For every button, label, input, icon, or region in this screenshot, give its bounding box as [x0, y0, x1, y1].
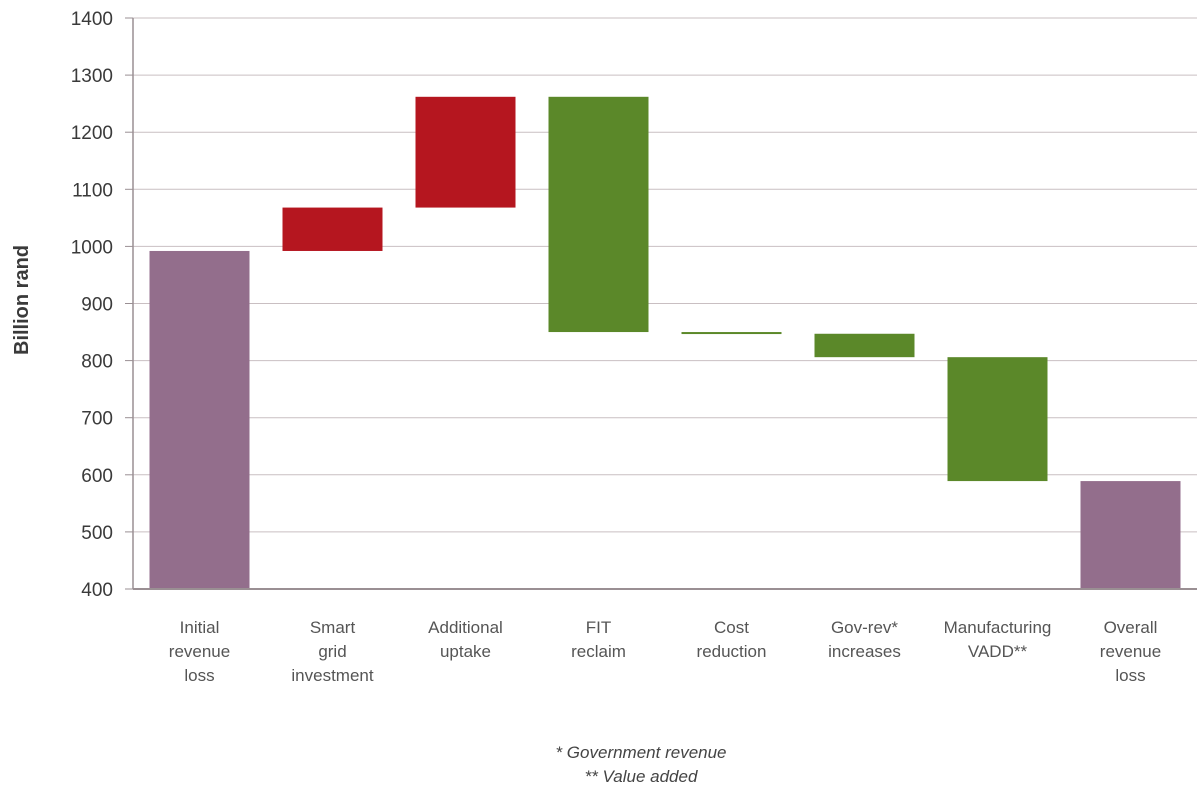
y-tick-label: 1000 [71, 237, 113, 258]
y-tick-label: 1300 [71, 66, 113, 87]
bar-overall-revenue-loss [1080, 481, 1181, 589]
x-category-label: revenue [169, 642, 230, 661]
footnote-value-added: ** Value added [585, 767, 698, 785]
x-category-label: Gov-rev* [831, 618, 898, 637]
y-tick-label: 700 [81, 409, 113, 430]
bar-smart-grid-investment [282, 207, 383, 251]
y-tick-label: 1100 [72, 180, 113, 201]
y-tick-label: 600 [81, 466, 113, 487]
bars [149, 96, 1181, 589]
x-category-label: Cost [714, 618, 749, 637]
y-tick-label: 800 [81, 352, 113, 373]
bar-manufacturing-vadd [947, 357, 1048, 482]
y-tick-label: 400 [81, 580, 113, 601]
x-category-label: grid [318, 642, 346, 661]
y-tick-label: 1400 [71, 9, 113, 30]
x-category-label: loss [1115, 666, 1145, 685]
x-category-label: revenue [1100, 642, 1161, 661]
x-category-label: increases [828, 642, 901, 661]
x-category-label: reduction [697, 642, 767, 661]
y-axis-label: Billion rand [11, 245, 33, 355]
bar-gov-rev-increases [814, 333, 915, 358]
y-tick-label: 500 [81, 523, 113, 544]
x-category-label: Initial [180, 618, 220, 637]
bar-cost-reduction [681, 332, 782, 335]
x-category-labels: Initial revenue loss Smart grid investment Add… [169, 618, 1161, 685]
y-tick-labels: 400 500 600 700 800 900 1000 1100 1200 1300 1400 [71, 9, 133, 601]
bar-additional-uptake [415, 96, 516, 208]
x-category-label: uptake [440, 642, 491, 661]
x-category-label: loss [184, 666, 214, 685]
x-category-label: reclaim [571, 642, 626, 661]
footnote-government-revenue: * Government revenue [555, 743, 726, 762]
x-category-label: investment [291, 666, 373, 685]
x-category-label: FIT [586, 618, 612, 637]
bar-fit-reclaim [548, 96, 649, 333]
x-category-label: Manufacturing [944, 618, 1052, 637]
x-category-label: Smart [310, 618, 356, 637]
x-category-label: Overall [1104, 618, 1158, 637]
x-category-label: VADD** [968, 642, 1028, 661]
y-tick-label: 1200 [71, 123, 113, 144]
bar-initial-revenue-loss [149, 250, 250, 589]
y-tick-label: 900 [81, 295, 113, 316]
x-category-label: Additional [428, 618, 503, 637]
